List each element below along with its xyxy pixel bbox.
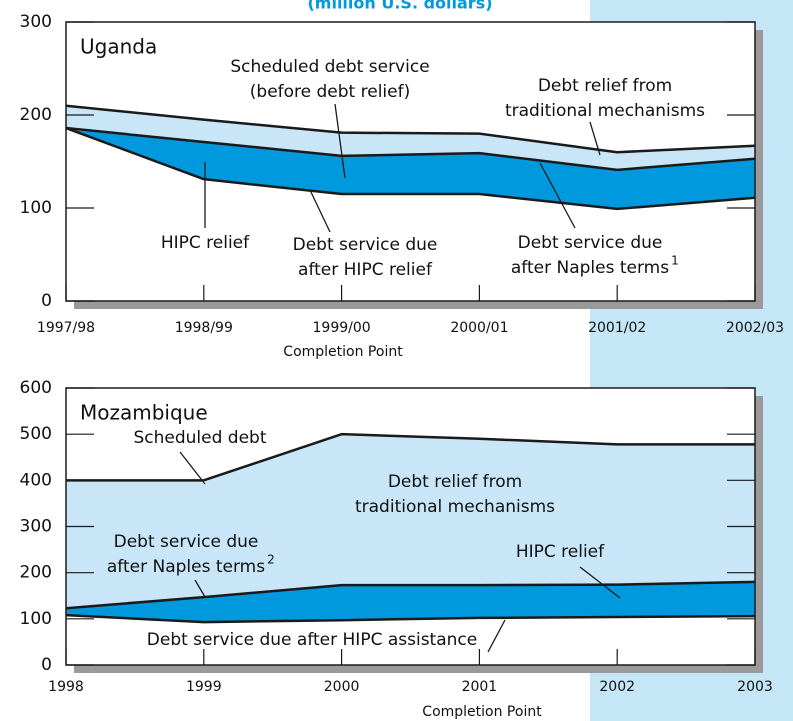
series-line: [66, 432, 755, 482]
annotation: Scheduled debt service: [230, 57, 429, 77]
series-line: [65, 580, 756, 610]
series-line: [65, 126, 756, 211]
annotation: after Naples terms: [107, 557, 265, 577]
y-tick-label: 200: [20, 105, 52, 125]
x-tick-label: 2002: [599, 679, 635, 695]
x-tick-label: 2001/02: [588, 320, 646, 336]
annotation: (before debt relief): [250, 82, 410, 102]
y-tick-label: 0: [41, 655, 52, 675]
leader-line: [309, 189, 331, 233]
y-tick-label: 0: [41, 291, 52, 311]
annotation: Debt service due: [518, 233, 663, 253]
y-tick-label: 100: [20, 609, 52, 629]
leader-line: [589, 121, 601, 156]
series-line: [65, 613, 756, 624]
leader-line: [579, 566, 621, 599]
leader-line: [334, 103, 346, 179]
annotation: Debt service due: [114, 532, 259, 552]
frame: [65, 21, 756, 302]
annotation: traditional mechanisms: [505, 101, 705, 121]
series-line: [65, 126, 756, 172]
x-note: Completion Point: [283, 344, 403, 360]
x-tick-label: 2001: [462, 679, 498, 695]
x-tick-label: 2000: [324, 679, 360, 695]
x-note: Completion Point: [422, 704, 542, 720]
annotation: Debt relief from: [388, 472, 522, 492]
y-tick-label: 100: [20, 198, 52, 218]
leader-line: [179, 451, 206, 485]
annotation: Debt service due: [293, 235, 438, 255]
x-tick-label: 2002/03: [726, 320, 784, 336]
annotation-sup: 1: [671, 254, 679, 268]
annotation: HIPC relief: [161, 233, 250, 253]
annotation: HIPC relief: [516, 542, 605, 562]
area: [66, 128, 755, 301]
x-tick-label: 1999: [186, 679, 222, 695]
chart-title: Uganda: [80, 35, 157, 59]
y-tick-label: 400: [20, 470, 52, 490]
chart-title: Mozambique: [80, 401, 208, 425]
annotation: Debt relief from: [538, 76, 672, 96]
annotation: after Naples terms: [511, 258, 669, 278]
annotation: traditional mechanisms: [355, 497, 555, 517]
series-line: [65, 104, 756, 154]
leader-line: [487, 619, 506, 653]
y-tick-label: 600: [20, 378, 52, 398]
x-tick-label: 1999/00: [313, 320, 371, 336]
annotation: Scheduled debt: [133, 428, 266, 448]
x-tick-label: 1998: [48, 679, 84, 695]
annotation-sup: 2: [267, 553, 275, 567]
y-tick-label: 300: [20, 12, 52, 32]
y-tick-label: 500: [20, 424, 52, 444]
area: [66, 615, 755, 665]
page-title: (million U.S. dollars): [307, 0, 492, 13]
leader-line: [539, 162, 576, 229]
x-tick-label: 2003: [737, 679, 773, 695]
annotation: after HIPC relief: [298, 260, 433, 280]
leader-line: [194, 579, 206, 598]
annotation: Debt service due after HIPC assistance: [147, 630, 477, 650]
y-tick-label: 300: [20, 517, 52, 537]
x-tick-label: 2000/01: [450, 320, 508, 336]
x-tick-label: 1997/98: [37, 320, 95, 336]
x-tick-label: 1998/99: [175, 320, 233, 336]
y-tick-label: 200: [20, 563, 52, 583]
